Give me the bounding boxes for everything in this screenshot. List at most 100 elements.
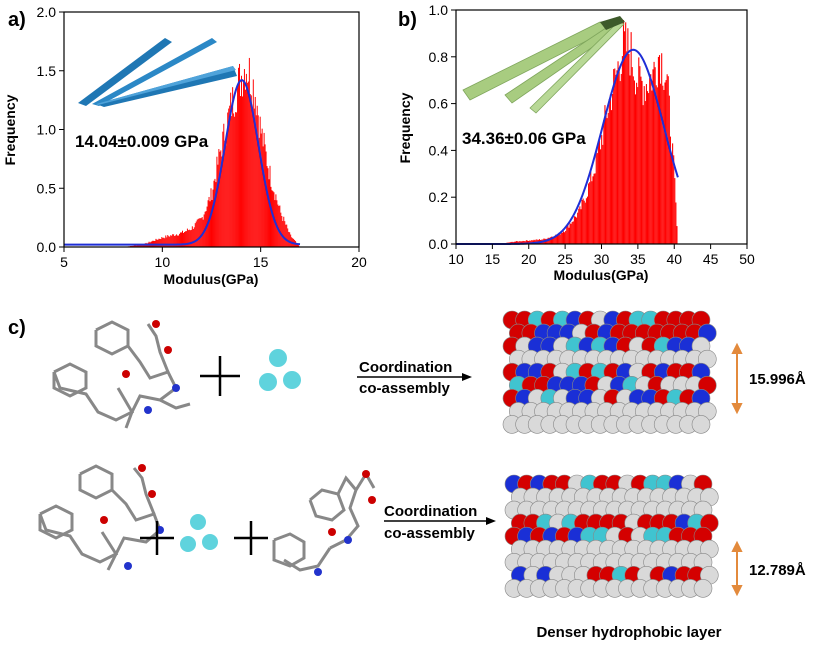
coordination-label-row1: Coordination — [359, 359, 452, 376]
x-axis-ticks-b: 10 15 20 25 30 35 40 45 50 — [448, 244, 755, 267]
histogram-bar — [576, 217, 578, 244]
histogram-bar — [640, 76, 642, 244]
histogram-bar — [514, 241, 517, 244]
layer-spacing-label-row1: 15.996Å — [749, 371, 806, 388]
x-tick-label: 40 — [666, 251, 682, 267]
histogram-bar — [257, 115, 259, 247]
y-tick-label: 0.2 — [429, 189, 449, 205]
x-tick-label: 20 — [521, 251, 537, 267]
histogram-bar — [523, 241, 525, 244]
histogram-bar — [200, 218, 202, 247]
histogram-bar — [174, 236, 176, 247]
histogram-bar — [669, 136, 671, 244]
y-axis-ticks-a: 0.0 0.5 1.0 1.5 2.0 — [37, 4, 64, 255]
histogram-bar — [604, 105, 606, 244]
histogram-bar — [272, 191, 274, 247]
histogram-bar — [634, 94, 637, 245]
histogram-bar — [201, 217, 203, 247]
plus-sign-row2-b — [234, 521, 268, 555]
histogram-bar — [182, 232, 184, 247]
histogram-bar — [251, 106, 253, 247]
histogram-bar — [228, 108, 230, 247]
packing-sphere — [691, 415, 711, 434]
histogram-bar — [608, 99, 610, 244]
y-axis-title-b: Frequency — [397, 92, 413, 163]
histogram-bar — [517, 241, 519, 244]
histogram-bar — [219, 151, 221, 247]
histogram-bar — [229, 105, 231, 248]
y-tick-label: 1.0 — [429, 2, 449, 18]
histogram-bar — [529, 240, 531, 244]
histogram-bar — [133, 245, 135, 247]
layer-spacing-arrow-row2 — [731, 540, 743, 597]
histogram-bar — [235, 112, 237, 247]
histogram-bar — [267, 168, 269, 247]
histogram-bar — [185, 231, 187, 247]
metal-ions-row2 — [180, 514, 218, 552]
coassembly-label-row1: co-assembly — [359, 380, 451, 397]
histogram-bar — [583, 200, 585, 244]
histogram-bar — [180, 232, 182, 247]
histogram-bars-b — [499, 20, 678, 245]
histogram-bar — [188, 229, 190, 247]
histogram-bar — [286, 224, 288, 247]
histogram-bar — [247, 81, 249, 247]
histogram-bar — [170, 235, 172, 247]
panel-label-b: b) — [398, 9, 417, 31]
histogram-bar — [628, 53, 630, 245]
x-tick-label: 10 — [155, 254, 171, 270]
reaction-arrow-row2 — [384, 517, 496, 525]
histogram-bar — [159, 238, 161, 247]
histogram-bar — [525, 240, 527, 244]
histogram-bar — [559, 234, 561, 244]
histogram-bar — [650, 74, 652, 244]
nanoribbon-illustration-a — [78, 38, 237, 107]
histogram-bar — [160, 239, 162, 247]
x-axis-title-a: Modulus(GPa) — [164, 271, 259, 287]
histogram-bar — [642, 105, 644, 245]
histogram-bar — [672, 143, 674, 244]
histogram-bar — [216, 156, 218, 247]
histogram-bar — [190, 229, 192, 247]
histogram-bar — [590, 171, 592, 244]
histogram-bar — [222, 131, 224, 247]
histogram-bar — [615, 74, 617, 244]
histogram-bar — [221, 156, 223, 247]
histogram-bar — [189, 230, 191, 247]
atom-markers-row1 — [122, 320, 180, 414]
histogram-bar — [138, 244, 140, 247]
histogram-bar — [218, 149, 220, 247]
histogram-bar — [526, 240, 529, 244]
histogram-bar — [558, 232, 560, 244]
histogram-bar — [161, 237, 163, 247]
nanoribbon-illustration-b — [462, 16, 625, 114]
histogram-bar — [215, 182, 217, 247]
histogram-bar — [225, 145, 227, 247]
denser-layer-caption: Denser hydrophobic layer — [536, 624, 721, 641]
histogram-bar — [651, 90, 653, 244]
plus-sign-row2-a — [140, 521, 174, 555]
histogram-bar — [242, 82, 244, 247]
histogram-bar — [626, 51, 628, 245]
histogram-bar — [589, 182, 591, 244]
histogram-bar — [264, 144, 266, 247]
histogram-bar — [217, 164, 219, 247]
histogram-bar — [643, 86, 645, 244]
histogram-bar — [198, 218, 200, 247]
histogram-bar — [279, 205, 281, 247]
x-tick-label: 45 — [703, 251, 719, 267]
histogram-bar — [531, 240, 533, 244]
histogram-bar — [620, 73, 622, 245]
histogram-bar — [549, 237, 551, 244]
histogram-bar — [220, 150, 222, 247]
histogram-bar — [171, 235, 173, 247]
histogram-bar — [157, 239, 159, 247]
coassembly-label-row2: co-assembly — [384, 525, 476, 542]
histogram-bar — [662, 85, 664, 245]
y-tick-label: 1.0 — [37, 122, 57, 138]
histogram-bar — [552, 236, 554, 244]
histogram-bar — [261, 128, 263, 247]
histogram-bar — [183, 232, 185, 247]
histogram-bar — [596, 153, 598, 244]
histogram-bar — [607, 113, 609, 244]
